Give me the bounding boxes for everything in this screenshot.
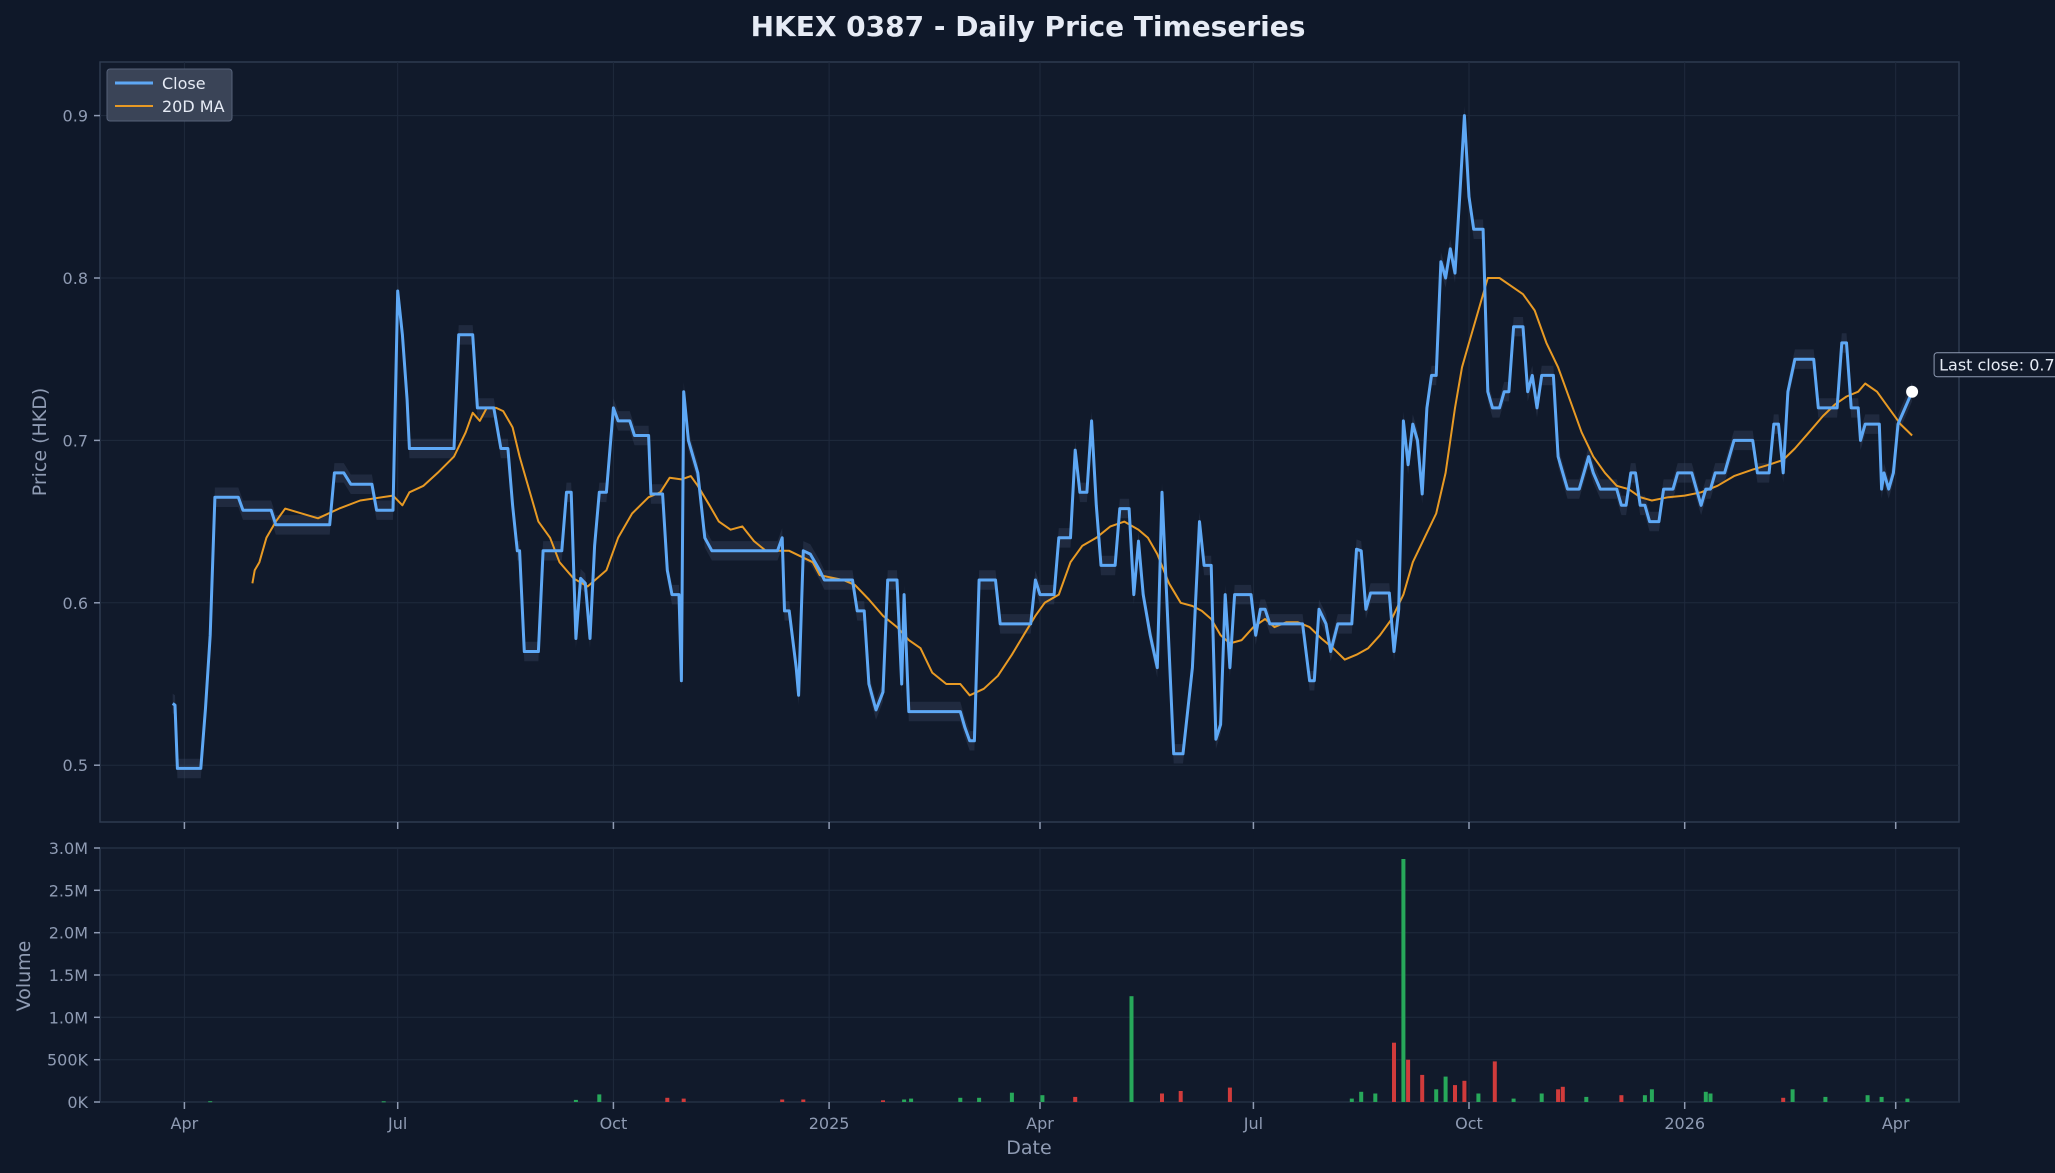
x-tick-label: Jul [387, 1114, 407, 1133]
volume-bar [597, 1094, 602, 1102]
price-y-tick-label: 0.6 [63, 594, 88, 613]
volume-bar [1443, 1076, 1448, 1102]
volume-bar [1406, 1059, 1411, 1102]
volume-bar [1708, 1093, 1713, 1102]
volume-bar [881, 1100, 885, 1102]
volume-y-tick-label: 2.0M [49, 924, 88, 943]
volume-bar [1392, 1042, 1396, 1102]
price-y-axis-label: Price (HKD) [29, 388, 51, 497]
volume-bar [1227, 1087, 1232, 1102]
volume-bar [902, 1099, 907, 1102]
volume-y-tick-label: 3.0M [49, 839, 88, 858]
legend-ma-label: 20D MA [162, 97, 225, 116]
price-y-tick-label: 0.7 [63, 431, 88, 450]
volume-bar [208, 1101, 213, 1103]
volume-bars [208, 859, 1910, 1103]
price-x-ticks [183, 822, 1897, 829]
volume-bar [1420, 1074, 1425, 1102]
volume-bar [780, 1099, 785, 1102]
legend: Close 20D MA [106, 68, 233, 122]
last-close-annotation: Last close: 0.730 [1906, 352, 2055, 398]
volume-bar [1373, 1093, 1378, 1102]
volume-bar [1040, 1095, 1045, 1102]
price-y-tick-label: 0.5 [63, 756, 88, 775]
price-panel [99, 61, 1960, 823]
x-tick-label: Oct [1455, 1114, 1483, 1133]
x-tick-label: Apr [171, 1114, 199, 1133]
price-y-tick-label: 0.9 [63, 107, 88, 126]
volume-y-tick-label: 1.5M [49, 966, 88, 985]
volume-bar [1009, 1092, 1014, 1102]
volume-bar [1905, 1098, 1910, 1102]
ma-series [251, 277, 1913, 697]
last-close-label-box [1933, 352, 2055, 378]
volume-y-ticks: 0K 500K 1.0M 1.5M 2.0M 2.5M 3.0M [47, 839, 100, 1112]
volume-bar [1781, 1097, 1786, 1102]
volume-bar [1462, 1080, 1467, 1102]
x-axis-label: Date [1006, 1137, 1051, 1159]
volume-bar [381, 1101, 386, 1103]
volume-bar [1073, 1096, 1078, 1102]
volume-bar [1453, 1085, 1457, 1102]
volume-bar [1823, 1096, 1828, 1102]
volume-bar [1401, 859, 1406, 1102]
volume-bar [1476, 1093, 1481, 1102]
volume-bar [1511, 1098, 1516, 1102]
volume-bar [801, 1099, 806, 1102]
x-tick-label: Apr [1026, 1114, 1054, 1133]
volume-bar [1790, 1089, 1795, 1102]
volume-bar [1619, 1095, 1624, 1102]
volume-bar [1703, 1091, 1708, 1102]
last-close-marker [1906, 385, 1919, 398]
volume-bar [1129, 996, 1134, 1102]
x-tick-label: 2026 [1664, 1114, 1705, 1133]
close-series [171, 114, 1914, 770]
ma-line [251, 277, 1913, 697]
price-y-tick-label: 0.8 [63, 269, 88, 288]
legend-close-label: Close [162, 74, 206, 93]
volume-bar [977, 1097, 982, 1102]
volume-bar [958, 1097, 963, 1102]
volume-y-tick-label: 2.5M [49, 881, 88, 900]
volume-bar [1349, 1098, 1354, 1102]
volume-bar [1492, 1061, 1497, 1102]
volume-bar [1556, 1089, 1561, 1102]
x-tick-label: Oct [600, 1114, 628, 1133]
price-y-ticks: 0.5 0.6 0.7 0.8 0.9 [63, 107, 100, 775]
x-tick-label: Apr [1882, 1114, 1910, 1133]
volume-bar [1160, 1093, 1164, 1102]
volume-bar [1539, 1093, 1544, 1102]
volume-bar [1584, 1096, 1589, 1102]
volume-bar [681, 1098, 686, 1102]
volume-bar [665, 1097, 670, 1102]
x-tick-label: Jul [1243, 1114, 1263, 1133]
volume-bar [1642, 1095, 1647, 1102]
last-close-label: Last close: 0.730 [1939, 356, 2055, 375]
volume-grid [100, 847, 1959, 1103]
volume-bar [573, 1099, 578, 1102]
volume-bar [1359, 1091, 1364, 1102]
volume-bar [1434, 1089, 1439, 1102]
chart-title: HKEX 0387 - Daily Price Timeseries [751, 10, 1306, 43]
volume-y-tick-label: 1.0M [49, 1008, 88, 1027]
volume-bar [1649, 1089, 1654, 1102]
volume-x-ticks: Apr Jul Oct 2025 Apr Jul Oct 2026 Apr [171, 1102, 1910, 1133]
x-tick-label: 2025 [809, 1114, 850, 1133]
close-line [171, 114, 1914, 770]
volume-bar [1178, 1091, 1183, 1102]
volume-bar [1865, 1095, 1870, 1102]
volume-bar [1879, 1096, 1884, 1102]
volume-y-tick-label: 500K [47, 1051, 89, 1070]
volume-bar [1560, 1086, 1565, 1102]
volume-bar [909, 1098, 914, 1102]
volume-y-tick-label: 0K [67, 1093, 88, 1112]
volume-y-axis-label: Volume [13, 941, 35, 1012]
